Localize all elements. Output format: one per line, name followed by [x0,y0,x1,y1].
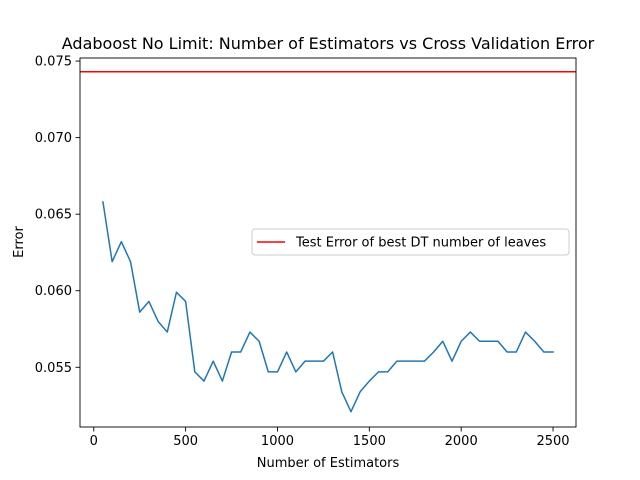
x-axis: 0 500 1000 1500 2000 2500 [90,427,570,449]
y-axis: 0.055 0.060 0.065 0.070 0.075 [35,55,80,376]
x-tick-label: 1500 [353,434,386,449]
x-tick-label: 500 [173,434,198,449]
y-tick-label: 0.055 [35,361,72,376]
y-axis-label: Error [12,226,27,258]
y-tick-label: 0.065 [35,208,72,223]
plot-area [79,57,577,428]
x-tick-label: 2500 [536,434,569,449]
x-tick-label: 2000 [445,434,478,449]
legend-label: Test Error of best DT number of leaves [295,236,546,251]
x-tick-label: 1000 [261,434,294,449]
y-tick-label: 0.075 [35,55,72,70]
x-axis-label: Number of Estimators [257,456,400,471]
chart-title: Adaboost No Limit: Number of Estimators … [62,34,595,53]
x-tick-label: 0 [90,434,98,449]
axes-frame [79,57,577,428]
y-tick-label: 0.070 [35,131,72,146]
y-tick-label: 0.060 [35,284,72,299]
cv-error-line [102,201,554,413]
legend: Test Error of best DT number of leaves [251,228,570,256]
legend-box [251,228,570,256]
